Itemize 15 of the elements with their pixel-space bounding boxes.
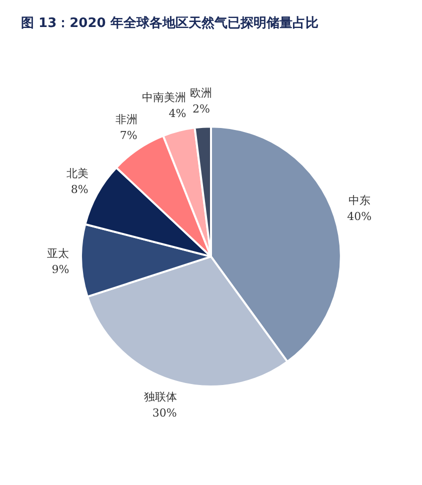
slice-label: 中南美洲 bbox=[142, 91, 186, 104]
data-label: 2% bbox=[192, 102, 210, 116]
slice-label: 非洲 bbox=[115, 113, 138, 126]
data-label: 8% bbox=[70, 182, 88, 196]
data-label: 30% bbox=[152, 406, 177, 420]
slice-label: 亚太 bbox=[47, 246, 70, 260]
data-label: 4% bbox=[168, 107, 186, 120]
slice-label: 欧洲 bbox=[190, 86, 212, 100]
slice-label: 独联体 bbox=[144, 390, 177, 404]
slice-label: 中东 bbox=[348, 194, 370, 207]
data-label: 9% bbox=[52, 262, 70, 276]
slice-label: 北美 bbox=[66, 166, 88, 180]
data-label: 7% bbox=[120, 129, 138, 142]
chart-title: 图 13：2020 年全球各地区天然气已探明储量占比 bbox=[21, 15, 318, 31]
data-label: 40% bbox=[347, 210, 372, 223]
